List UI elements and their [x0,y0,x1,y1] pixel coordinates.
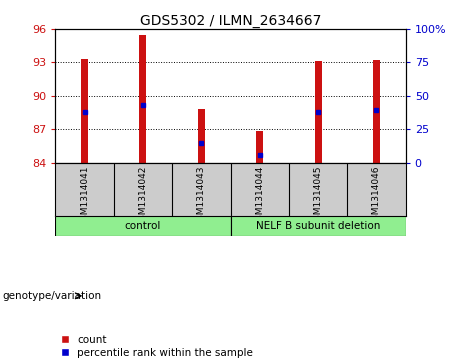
Bar [230,216,406,236]
Bar [81,59,88,163]
Bar [373,60,380,163]
Text: GSM1314042: GSM1314042 [138,165,148,225]
Text: GSM1314045: GSM1314045 [313,165,323,226]
Title: GDS5302 / ILMN_2634667: GDS5302 / ILMN_2634667 [140,14,321,28]
Text: genotype/variation: genotype/variation [2,291,101,301]
Bar [198,109,205,163]
Text: GSM1314046: GSM1314046 [372,165,381,226]
Text: GSM1314043: GSM1314043 [197,165,206,226]
Bar [314,61,322,163]
Legend: count, percentile rank within the sample: count, percentile rank within the sample [60,335,253,358]
Text: GSM1314044: GSM1314044 [255,165,264,225]
Bar [139,34,147,163]
Text: GSM1314041: GSM1314041 [80,165,89,226]
Bar [256,131,263,163]
Bar [55,216,230,236]
Text: control: control [125,221,161,231]
Text: NELF B subunit deletion: NELF B subunit deletion [256,221,380,231]
